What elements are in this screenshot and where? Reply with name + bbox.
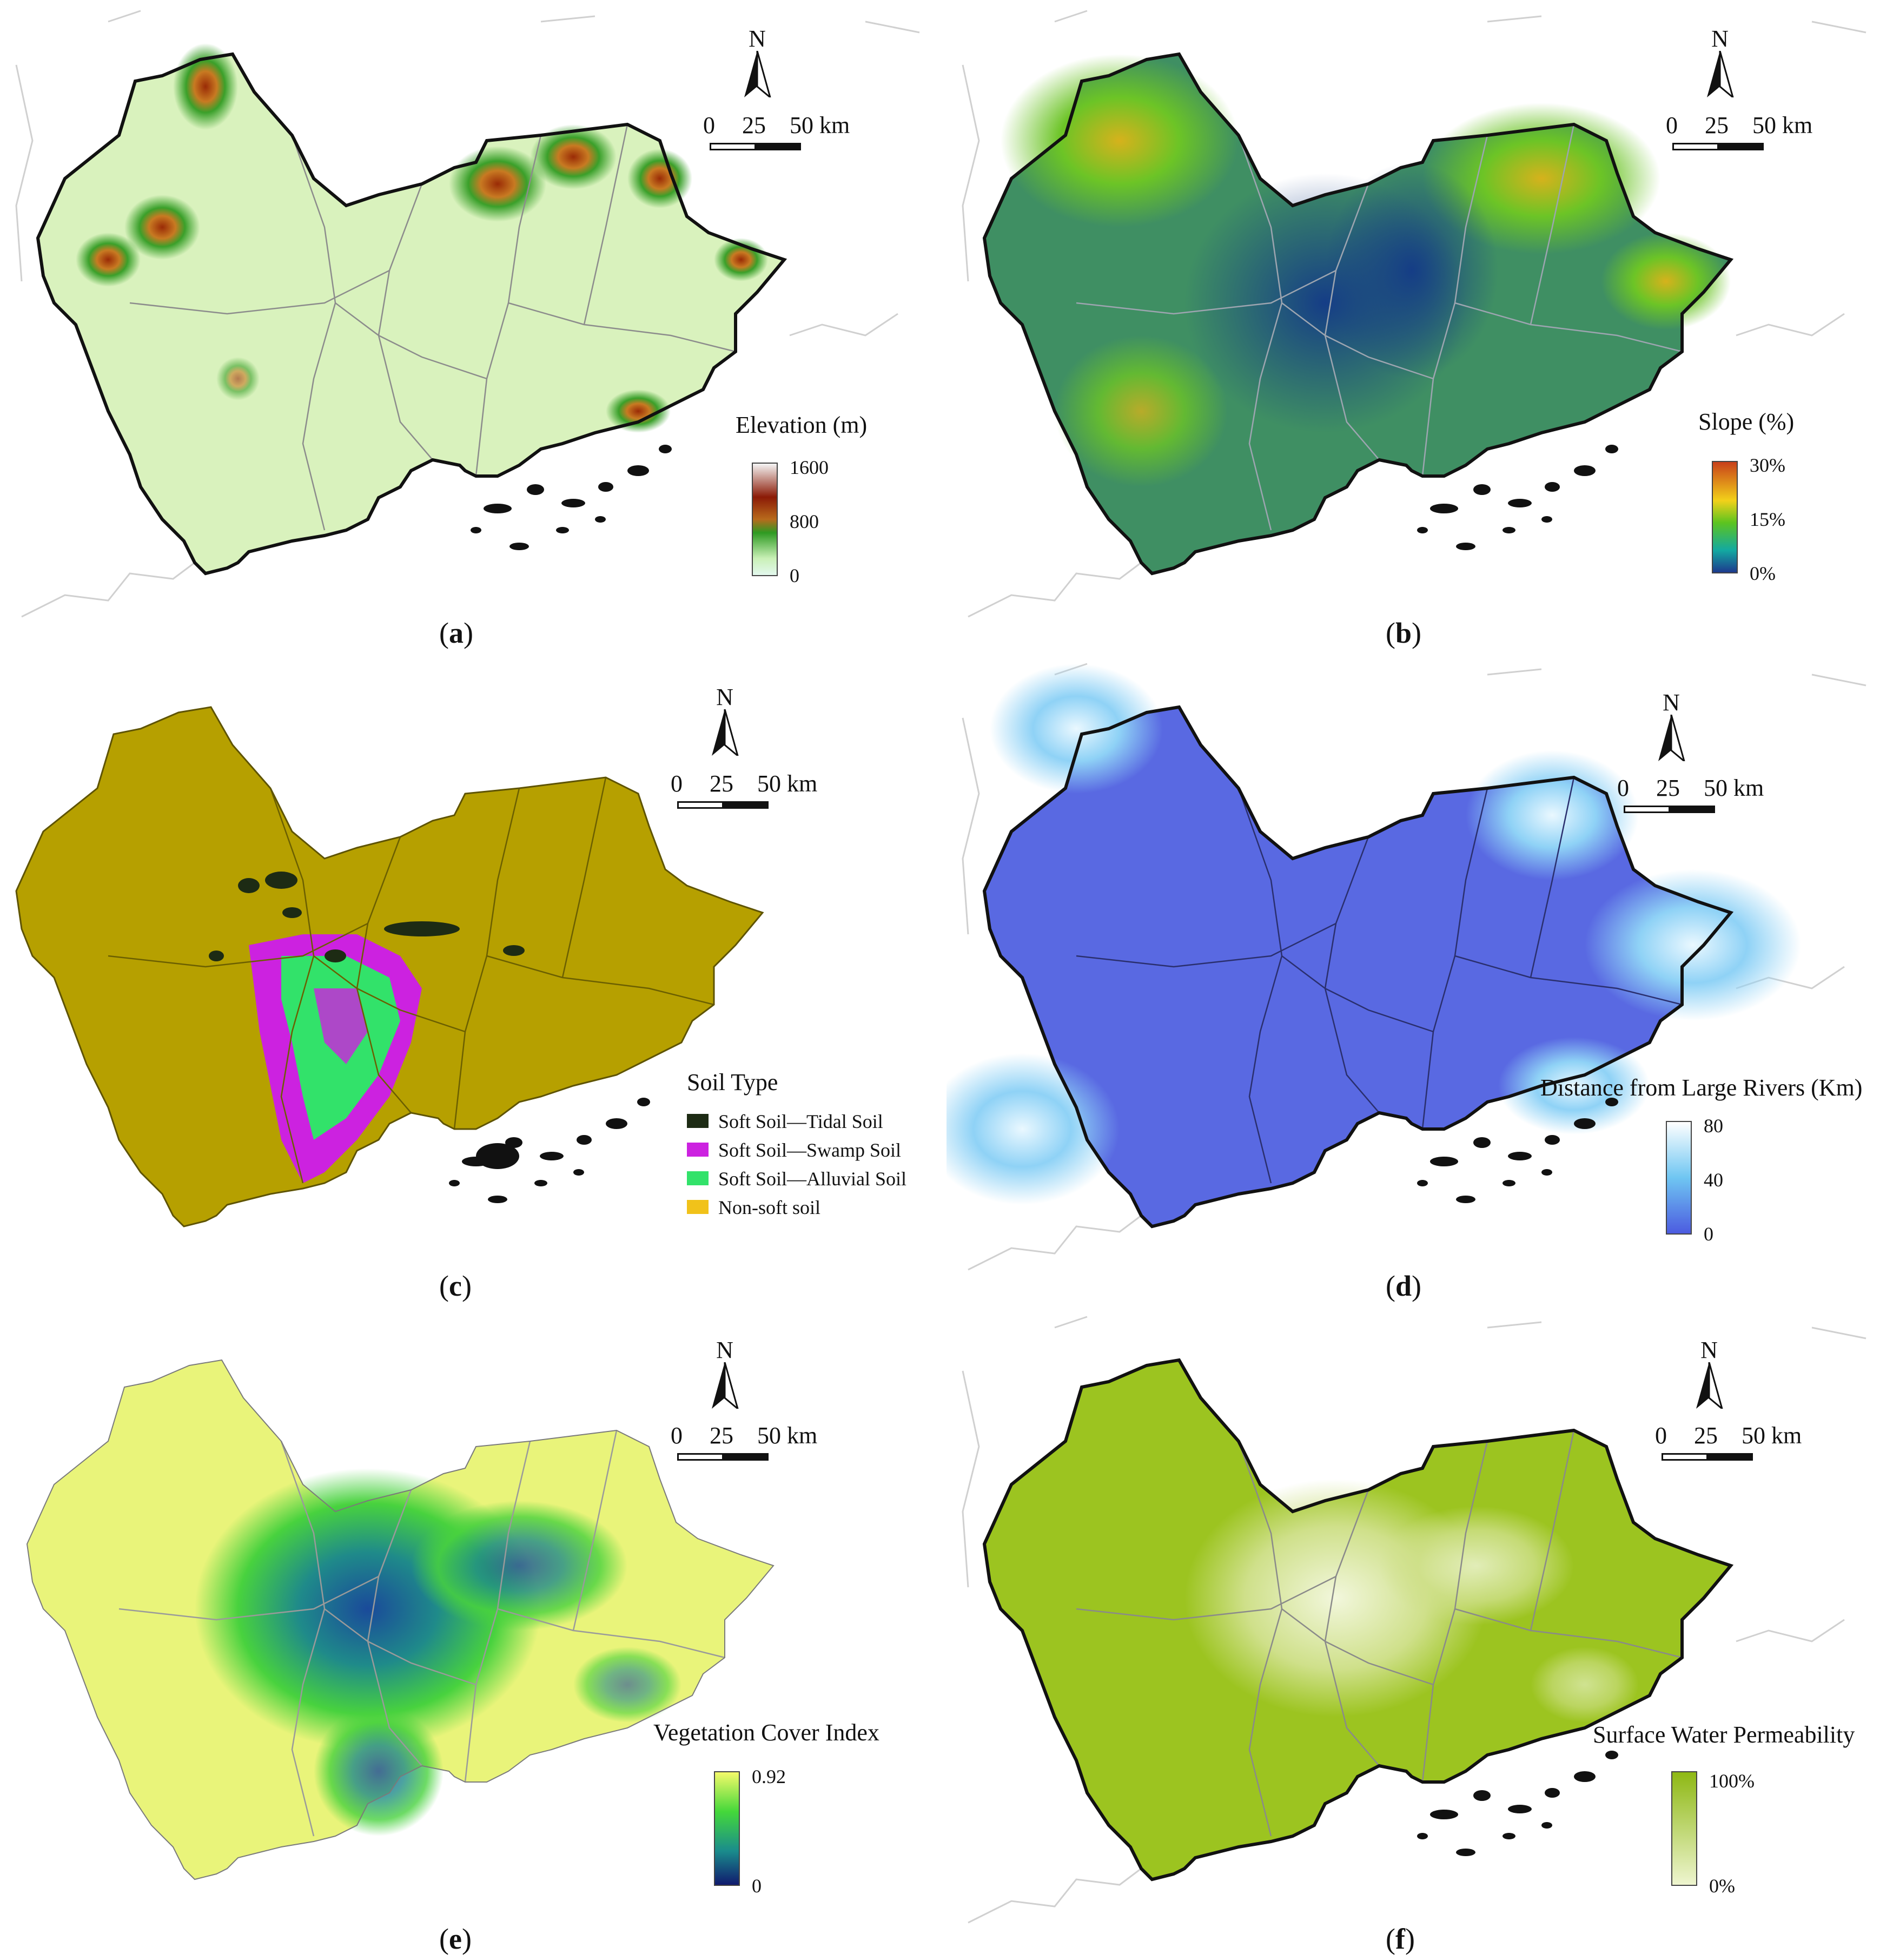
distance-rivers-map [946,663,1867,1271]
panel-elevation: N 0 25 50 km Elevation (m) 1600 800 0 (a… [0,0,946,653]
caption: (b) [1386,617,1422,649]
scale-zero: 0 [703,112,715,138]
scale-end: 50 km [1752,112,1813,138]
caption: (e) [439,1923,472,1955]
scale-end: 50 km [1704,775,1764,801]
tick: 0% [1709,1875,1735,1897]
soil-label: Soft Soil—Tidal Soil [718,1111,883,1132]
panel-distance-rivers: N 0 25 50 km Distance from Large Rivers … [946,653,1893,1306]
tick: 0 [752,1875,762,1897]
north-arrow: N [703,685,746,756]
north-arrow: N [1650,691,1693,761]
north-arrow: N [1698,27,1742,97]
tick: 40 [1704,1169,1723,1191]
panel-slope: N 0 25 50 km Slope (%) 30% 15% 0% (b) [946,0,1893,653]
tick: 1600 [790,457,829,478]
caption: (a) [439,617,473,649]
scale-end: 50 km [757,770,818,797]
scale-end: 50 km [790,112,850,138]
tick: 80 [1704,1115,1723,1137]
panel-permeability: N 0 25 50 km Surface Water Permeability … [946,1306,1893,1959]
north-arrow: N [1687,1338,1731,1409]
north-arrow-icon [712,1362,739,1409]
elevation-map [15,10,921,618]
north-arrow-icon [1707,51,1734,97]
soil-label: Soft Soil—Swamp Soil [718,1139,902,1161]
panel-vegetation: N 0 25 50 km Vegetation Cover Index 0.92… [0,1306,946,1959]
tick: 0 [1704,1223,1713,1245]
legend-title: Distance from Large Rivers (Km) [1540,1074,1863,1101]
legend-title: Elevation (m) [736,412,868,438]
north-arrow-icon [712,709,739,756]
soil-swatch [687,1171,709,1185]
scale-zero: 0 [671,1422,683,1449]
scale-end: 50 km [757,1422,818,1449]
tick: 15% [1750,509,1785,530]
scale-zero: 0 [671,770,683,797]
scale-bar: 0 25 50 km [703,114,882,151]
scale-bar: 0 25 50 km [671,1424,849,1462]
soil-swatch [687,1114,709,1128]
scale-mid: 25 [710,1422,733,1449]
scale-mid: 25 [710,770,733,797]
caption: (f) [1386,1923,1415,1955]
elevation-ramp [752,463,778,576]
scale-mid: 25 [1656,775,1680,801]
scale-mid: 25 [1705,112,1729,138]
north-arrow-icon [1658,715,1685,761]
scale-mid: 25 [1694,1422,1718,1449]
north-arrow: N [703,1338,746,1409]
scale-zero: 0 [1655,1422,1667,1449]
caption: (c) [439,1270,472,1302]
legend-title: Vegetation Cover Index [653,1719,879,1746]
slope-map [962,10,1867,618]
scale-bar: 0 25 50 km [1666,114,1844,151]
tick: 0% [1750,563,1776,584]
scale-bar: 0 25 50 km [671,772,849,810]
scale-bar: 0 25 50 km [1617,776,1796,814]
slope-ramp [1712,461,1738,573]
north-label: N [749,25,766,52]
distance-ramp [1666,1121,1692,1235]
vegetation-ramp [714,1771,740,1886]
soil-swatch [687,1143,709,1157]
north-label: N [1711,25,1729,52]
permeability-ramp [1671,1771,1697,1886]
panel-soil-type: N 0 25 50 km Soil Type Soft Soil—Tidal S… [0,653,946,1306]
legend-title: Slope (%) [1698,408,1795,435]
soil-type-map [15,706,764,1228]
north-arrow: N [736,27,779,97]
north-label: N [1700,1337,1718,1363]
scale-end: 50 km [1742,1422,1802,1449]
tick: 800 [790,511,819,532]
legend-title: Surface Water Permeability [1593,1721,1855,1748]
north-label: N [716,1337,733,1363]
tick: 100% [1709,1770,1755,1792]
caption: (d) [1386,1270,1422,1302]
vegetation-map [27,1360,774,1880]
scale-zero: 0 [1617,775,1629,801]
soil-label: Non-soft soil [718,1197,820,1218]
soil-swatch [687,1200,709,1214]
scale-zero: 0 [1666,112,1678,138]
permeability-map [962,1316,1867,1924]
scale-bar: 0 25 50 km [1655,1424,1834,1462]
soil-label: Soft Soil—Alluvial Soil [718,1168,907,1190]
tick: 30% [1750,454,1785,476]
tick: 0 [790,565,799,586]
scale-mid: 25 [742,112,766,138]
tick: 0.92 [752,1766,786,1787]
north-label: N [716,684,733,710]
legend-title: Soil Type [687,1069,778,1096]
north-arrow-icon [744,51,771,97]
north-label: N [1663,689,1680,716]
north-arrow-icon [1696,1362,1723,1409]
